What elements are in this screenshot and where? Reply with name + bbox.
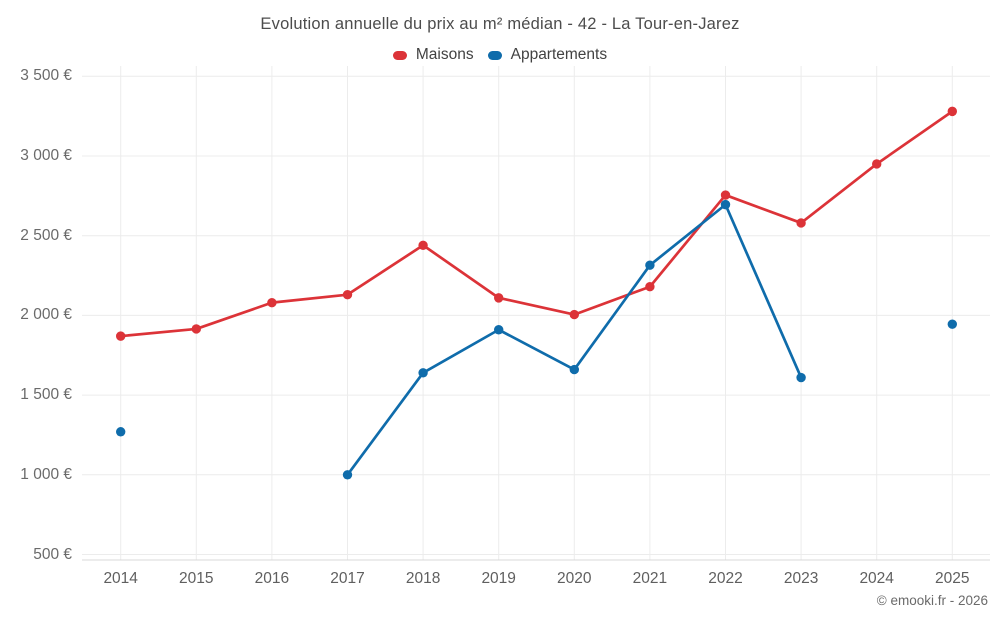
legend-item-appartements[interactable]: Appartements xyxy=(487,46,608,64)
data-point-appartements xyxy=(418,368,428,378)
series-line-maisons xyxy=(119,110,954,338)
data-point-appartements xyxy=(569,364,579,375)
x-tick-label: 2021 xyxy=(632,570,668,587)
y-tick-label: 2 000 € xyxy=(20,306,72,324)
legend-item-maisons[interactable]: Maisons xyxy=(392,46,474,64)
x-tick-label: 2023 xyxy=(783,570,819,587)
data-point-appartements xyxy=(342,470,353,480)
legend: Maisons Appartements xyxy=(0,45,1000,65)
x-tick-label: 2024 xyxy=(859,570,894,587)
copyright-note: © emooki.fr - 2026 xyxy=(876,593,988,608)
legend-label-maisons: Maisons xyxy=(415,46,474,63)
chart-title: Evolution annuelle du prix au m² médian … xyxy=(260,15,740,33)
x-tick-label: 2016 xyxy=(254,570,290,587)
data-point-appartements xyxy=(796,372,806,383)
data-point-maisons xyxy=(494,293,504,303)
data-point-maisons xyxy=(720,190,731,200)
data-point-appartements xyxy=(645,260,655,270)
y-tick-label: 3 000 € xyxy=(20,147,72,164)
x-tick-label: 2022 xyxy=(708,570,743,587)
x-tick-label: 2017 xyxy=(330,570,365,587)
x-tick-label: 2019 xyxy=(481,570,516,587)
data-point-maisons xyxy=(418,240,428,250)
data-point-maisons xyxy=(569,309,579,320)
data-point-appartements xyxy=(947,319,957,329)
appartements-series-swatch xyxy=(487,50,502,60)
legend-label-appartements: Appartements xyxy=(510,46,608,63)
x-tick-label: 2014 xyxy=(103,570,138,587)
data-point-maisons xyxy=(645,282,655,292)
data-point-appartements xyxy=(116,427,126,437)
data-point-maisons xyxy=(191,324,201,334)
y-tick-label: 1 500 € xyxy=(20,386,72,404)
data-point-maisons xyxy=(116,331,126,341)
x-tick-label: 2018 xyxy=(405,570,441,587)
data-point-maisons xyxy=(947,106,957,117)
data-point-maisons xyxy=(267,297,277,308)
x-tick-label: 2015 xyxy=(179,570,214,587)
y-tick-label: 1 000 € xyxy=(20,465,72,483)
data-point-appartements xyxy=(720,199,731,210)
data-point-appartements xyxy=(494,325,504,335)
y-tick-label: 2 500 € xyxy=(20,226,72,244)
data-point-maisons xyxy=(872,159,882,169)
data-point-maisons xyxy=(796,218,806,228)
maisons-series-swatch xyxy=(392,50,407,60)
x-tick-label: 2025 xyxy=(935,570,970,587)
y-tick-label: 3 500 € xyxy=(20,67,72,85)
x-tick-label: 2020 xyxy=(557,570,592,587)
y-tick-label: 500 € xyxy=(33,545,72,563)
data-point-maisons xyxy=(342,289,353,300)
